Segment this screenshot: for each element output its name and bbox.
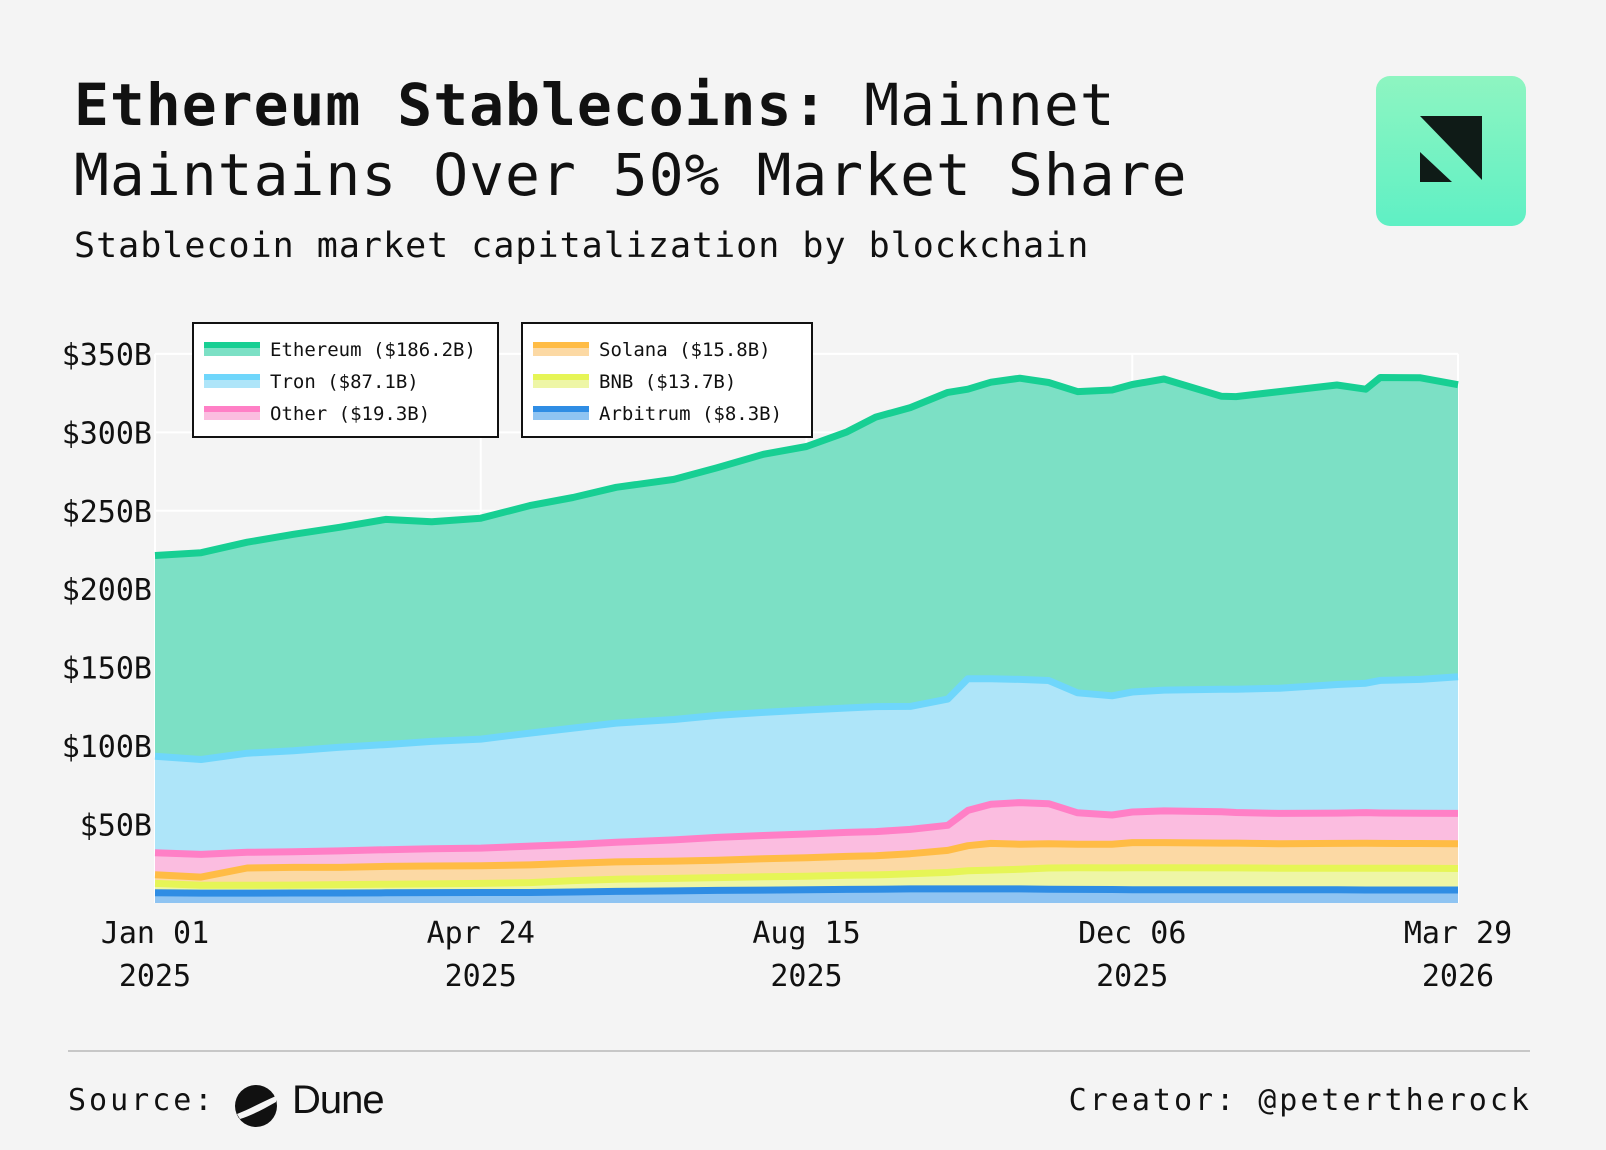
legend-swatch-fill bbox=[533, 410, 589, 420]
x-tick-label: 2026 bbox=[1422, 959, 1494, 994]
legend-label: Other ($19.3B) bbox=[270, 403, 430, 425]
legend-swatch-fill bbox=[204, 378, 260, 388]
creator-credit: Creator: @petertherock bbox=[1068, 1083, 1532, 1118]
y-tick-label: $50B bbox=[80, 809, 152, 844]
legend-swatch-fill bbox=[204, 346, 260, 356]
y-tick-label: $100B bbox=[62, 730, 152, 765]
footer-divider bbox=[68, 1050, 1530, 1052]
legend-swatch-line bbox=[533, 374, 589, 380]
legend-label: Arbitrum ($8.3B) bbox=[599, 403, 782, 425]
y-tick-label: $200B bbox=[62, 573, 152, 608]
y-tick-label: $150B bbox=[62, 652, 152, 687]
legend-swatch-line bbox=[204, 342, 260, 348]
legend-label: BNB ($13.7B) bbox=[599, 371, 736, 393]
brand-logo-mark-icon bbox=[1420, 116, 1482, 182]
x-tick-label: 2025 bbox=[770, 959, 842, 994]
x-tick-label: 2025 bbox=[119, 959, 191, 994]
legend-label: Ethereum ($186.2B) bbox=[270, 339, 476, 361]
legend-label: Tron ($87.1B) bbox=[270, 371, 419, 393]
y-tick-label: $250B bbox=[62, 495, 152, 530]
x-tick-label: Aug 15 bbox=[752, 916, 860, 951]
dune-logo-icon bbox=[235, 1085, 277, 1127]
area-ethereum bbox=[155, 377, 1458, 760]
x-tick-label: Dec 06 bbox=[1078, 916, 1186, 951]
area-other bbox=[155, 802, 1458, 878]
line-arbitrum bbox=[154, 885, 1458, 897]
x-tick-label: 2025 bbox=[1096, 959, 1168, 994]
chart-subtitle: Stablecoin market capitalization by bloc… bbox=[74, 226, 1090, 266]
stacked-area-chart: $50B $100B $150B $200B $250B $300B $350B Jan 01… bbox=[62, 322, 1512, 994]
area-solana bbox=[155, 842, 1458, 886]
brand-logo bbox=[1376, 76, 1526, 226]
line-bnb bbox=[154, 864, 1459, 889]
chart-title: Ethereum Stablecoins: Mainnet Maintains … bbox=[74, 70, 1294, 210]
y-tick-label: $300B bbox=[62, 416, 152, 451]
line-other bbox=[154, 799, 1459, 858]
y-tick-label: $350B bbox=[62, 338, 152, 373]
line-tron bbox=[154, 673, 1459, 763]
x-tick-label: Jan 01 bbox=[101, 916, 209, 951]
x-tick-label: 2025 bbox=[445, 959, 517, 994]
legend-swatch-line bbox=[204, 374, 260, 380]
title-rest: Mainnet Maintains Over 50% Market Share bbox=[74, 71, 1188, 209]
legend-label: Solana ($15.8B) bbox=[599, 339, 771, 361]
source-name: Dune bbox=[292, 1078, 385, 1122]
x-tick-label: Mar 29 bbox=[1404, 916, 1512, 951]
legend-swatch-line bbox=[204, 406, 260, 412]
legend-swatch-line bbox=[533, 342, 589, 348]
legend-swatch-fill bbox=[533, 346, 589, 356]
x-tick-label: Apr 24 bbox=[427, 916, 535, 951]
legend-swatch-fill bbox=[533, 378, 589, 388]
legend-swatch-fill bbox=[204, 410, 260, 420]
title-bold: Ethereum Stablecoins: bbox=[74, 71, 829, 139]
line-solana bbox=[154, 839, 1459, 881]
source-label: Source: bbox=[68, 1083, 216, 1118]
line-ethereum bbox=[154, 374, 1459, 559]
legend-swatch-line bbox=[533, 406, 589, 412]
